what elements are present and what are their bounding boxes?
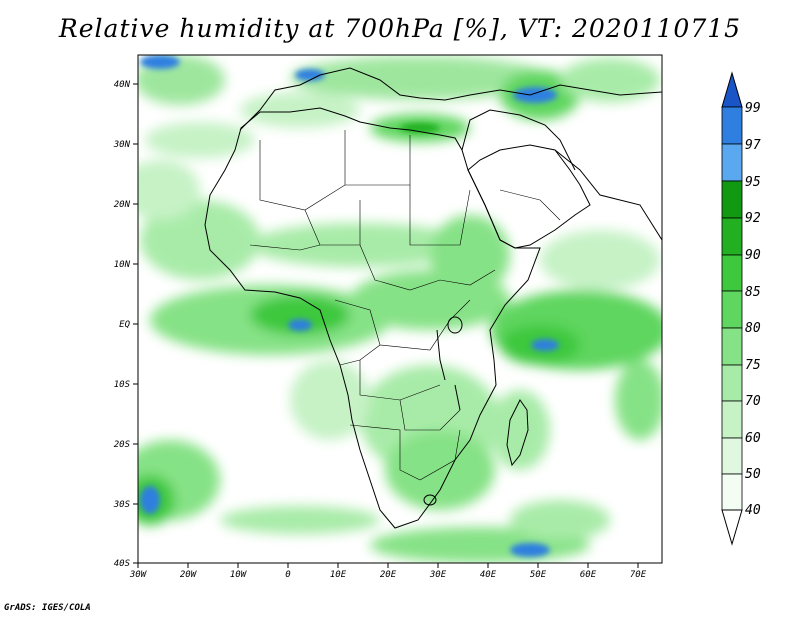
lon-label: 30W (129, 570, 148, 580)
lon-label: 30E (429, 570, 447, 580)
colorbar-bottom-arrow (721, 509, 743, 546)
colorbar-bin (721, 217, 743, 256)
colorbar-bin (721, 180, 743, 219)
colorbar-label: 99 (745, 101, 761, 116)
lon-labels: 30W 20W 10W 0 10E 20E 30E 40E 50E 60E 70… (129, 570, 647, 580)
colorbar-bin (721, 290, 743, 329)
lat-labels: 40N 30N 20N 10N EQ 10S 20S 30S 40S (113, 80, 131, 569)
lon-label: 70E (630, 570, 647, 580)
colorbar-label: 80 (745, 321, 761, 336)
lon-label: 20W (180, 570, 198, 580)
lon-label: 0 (285, 570, 290, 580)
colorbar-bin (721, 364, 743, 402)
lon-label: 10W (230, 570, 248, 580)
lat-label: 40S (114, 559, 131, 569)
lon-label: 20E (380, 570, 397, 580)
colorbar-bin (721, 143, 743, 182)
colorbar-label: 40 (745, 503, 761, 518)
lon-label: 50E (530, 570, 547, 580)
country-borders (249, 130, 561, 481)
lat-label: 40N (114, 80, 131, 90)
axis-ticks (133, 83, 639, 568)
colorbar-label: 70 (745, 394, 761, 409)
lat-label: 20S (114, 440, 131, 450)
lat-label: 30N (113, 140, 131, 150)
lat-label: 30S (113, 500, 131, 510)
lat-label: EQ (119, 320, 130, 330)
colorbar-label: 97 (745, 138, 761, 153)
lat-label: 10N (114, 260, 131, 270)
colorbar-label: 75 (745, 358, 761, 373)
map-area (138, 55, 662, 563)
lon-label: 60E (580, 570, 597, 580)
colorbar-bin (721, 254, 743, 292)
colorbar: 99 97 95 92 90 85 80 75 70 60 50 40 (721, 71, 761, 546)
colorbar-bin (721, 106, 743, 145)
colorbar-label: 90 (745, 248, 761, 263)
colorbar-bin (721, 437, 743, 475)
colorbar-label: 85 (745, 285, 761, 300)
colorbar-label: 50 (745, 467, 761, 482)
colorbar-label: 60 (745, 431, 761, 446)
chart-title: Relative humidity at 700hPa [%], VT: 202… (58, 14, 742, 43)
coastlines (204, 67, 662, 529)
lat-label: 20N (114, 200, 131, 210)
lat-label: 10S (114, 380, 131, 390)
humidity-peaks (140, 55, 559, 557)
map-frame (137, 54, 663, 564)
colorbar-label: 95 (745, 175, 761, 190)
colorbar-label: 92 (745, 211, 761, 226)
colorbar-bin (721, 400, 743, 439)
lon-label: 40E (480, 570, 497, 580)
colorbar-bin (721, 473, 743, 511)
lon-label: 10E (330, 570, 347, 580)
colorbar-bin (721, 327, 743, 366)
footer-credit: GrADS: IGES/COLA (4, 603, 91, 613)
colorbar-top-arrow (721, 71, 743, 108)
lakes (423, 316, 463, 506)
